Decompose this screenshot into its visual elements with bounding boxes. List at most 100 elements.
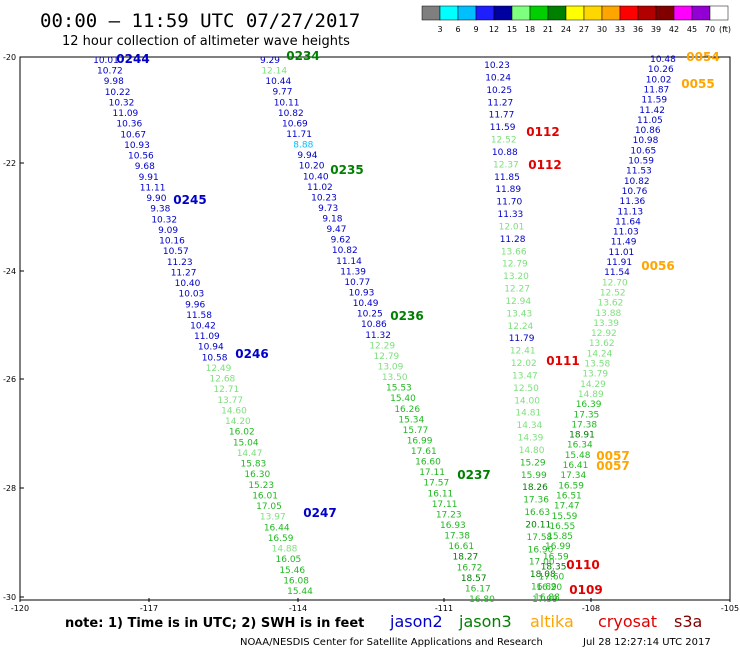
- swh-value: 10.48: [650, 55, 676, 65]
- legend-label: 70: [705, 25, 715, 34]
- swh-value: 11.23: [167, 258, 193, 268]
- swh-value: 9.18: [322, 215, 342, 225]
- swh-value: 12.79: [374, 352, 400, 362]
- swh-value: 18.27: [453, 553, 479, 563]
- swh-value: 10.32: [151, 215, 177, 225]
- swh-value: 10.86: [635, 126, 661, 136]
- swh-value: 11.70: [496, 198, 522, 208]
- swh-value: 15.29: [520, 458, 546, 468]
- swh-value: 10.25: [357, 310, 383, 320]
- pass-label: 0237: [457, 468, 490, 482]
- legend-swatch: [493, 5, 513, 21]
- swh-value: 11.59: [490, 123, 516, 133]
- swh-value: 16.08: [283, 576, 309, 586]
- swh-value: 15.48: [565, 451, 591, 461]
- swh-value: 12.37: [493, 160, 519, 170]
- swh-value: 10.40: [175, 279, 201, 289]
- swh-value: 10.76: [622, 187, 648, 197]
- pass-label: 0054: [686, 50, 719, 64]
- swh-value: 10.44: [265, 77, 291, 87]
- swh-value: 16.59: [543, 552, 569, 562]
- swh-value: 17.34: [560, 471, 586, 481]
- swh-value: 10.36: [116, 120, 142, 130]
- swh-value: 15.59: [552, 512, 578, 522]
- swh-value: 9.73: [318, 204, 338, 214]
- swh-value: 9.09: [158, 226, 178, 236]
- swh-value: 10.42: [190, 322, 216, 332]
- swh-value: 10.67: [120, 130, 146, 140]
- swh-value: 17.58: [527, 533, 553, 543]
- swh-value: 17.05: [256, 502, 282, 512]
- legend-label: 27: [579, 25, 589, 34]
- mission-name: jason3: [458, 612, 512, 631]
- swh-value: 20.11: [525, 521, 551, 531]
- legend-swatch: [475, 5, 495, 21]
- swh-value: 13.43: [506, 309, 532, 319]
- swh-value: 11.01: [609, 248, 635, 258]
- legend-swatch: [547, 5, 567, 21]
- mission-name: altika: [530, 612, 574, 631]
- swh-value: 15.40: [390, 394, 416, 404]
- pass-label: 0234: [286, 49, 319, 63]
- x-tick-label: -114: [289, 604, 307, 613]
- swh-value: 18.91: [569, 431, 595, 441]
- swh-value: 11.58: [186, 311, 212, 321]
- pass-label: 0247: [303, 506, 336, 520]
- swh-value: 10.93: [124, 141, 150, 151]
- swh-value: 11.64: [615, 217, 641, 227]
- swh-value: 12.68: [210, 375, 236, 385]
- swh-value: 15.77: [403, 426, 429, 436]
- swh-value: 9.90: [146, 194, 166, 204]
- legend-label: 33: [615, 25, 625, 34]
- pass-label: 0246: [235, 347, 268, 361]
- swh-value: 13.09: [378, 363, 404, 373]
- swh-value: 13.58: [584, 360, 610, 370]
- swh-value: 17.99: [532, 595, 558, 605]
- pass-label: 0112: [526, 125, 559, 139]
- legend-swatch: [529, 5, 549, 21]
- track-labels: 0244 0245 0246 0247 0234 0235 0236 0237 0112 0112…: [116, 49, 719, 597]
- legend-label: 12: [489, 25, 499, 34]
- legend-label: 21: [543, 25, 553, 34]
- swh-value: 12.24: [508, 322, 534, 332]
- legend-unit: (ft): [719, 25, 731, 34]
- swh-value: 15.83: [241, 460, 267, 470]
- x-tick-label: -105: [721, 604, 739, 613]
- swh-value: 16.05: [276, 555, 302, 565]
- legend-label: 45: [687, 25, 697, 34]
- swh-value: 10.94: [198, 343, 224, 353]
- swh-value: 10.59: [628, 157, 654, 167]
- swh-value: 17.35: [574, 410, 600, 420]
- swh-value: 10.88: [492, 148, 518, 158]
- swh-value: 15.46: [279, 566, 305, 576]
- swh-value: 16.99: [545, 542, 571, 552]
- swh-value: 18.26: [522, 483, 548, 493]
- swh-value: 12.27: [504, 285, 530, 295]
- color-legend: 3 6 9 12 15 18 21 24 27 30 33 36 39 42 45 70 (ft): [421, 5, 731, 34]
- swh-value: 10.57: [163, 247, 189, 257]
- mission-name: cryosat: [598, 612, 657, 631]
- page-subtitle: 12 hour collection of altimeter wave hei…: [62, 34, 350, 49]
- swh-value: 16.63: [524, 508, 550, 518]
- swh-value: 12.41: [510, 347, 536, 357]
- swh-value: 15.04: [233, 438, 259, 448]
- swh-value: 12.14: [261, 67, 287, 77]
- swh-value: 17.11: [432, 500, 458, 510]
- swh-value: 11.28: [500, 235, 526, 245]
- x-tick-label: -120: [11, 604, 29, 613]
- swh-value: 14.88: [272, 545, 298, 555]
- swh-value: 10.03: [179, 290, 205, 300]
- swh-value: 17.57: [423, 479, 449, 489]
- swh-value: 16.80: [469, 595, 495, 605]
- swh-value: 13.62: [589, 339, 615, 349]
- swh-value: 15.44: [287, 587, 313, 597]
- mission-legend: jason2 jason3 altika cryosat s3a: [389, 612, 702, 631]
- swh-value: 11.33: [498, 210, 524, 220]
- swh-value: 16.02: [229, 428, 255, 438]
- mission-name: jason2: [389, 612, 443, 631]
- legend-swatch: [619, 5, 639, 21]
- swh-value: 8.88: [293, 141, 313, 151]
- legend-swatch: [655, 5, 675, 21]
- x-tick-label: -108: [582, 604, 600, 613]
- swh-value: 16.88: [534, 593, 560, 603]
